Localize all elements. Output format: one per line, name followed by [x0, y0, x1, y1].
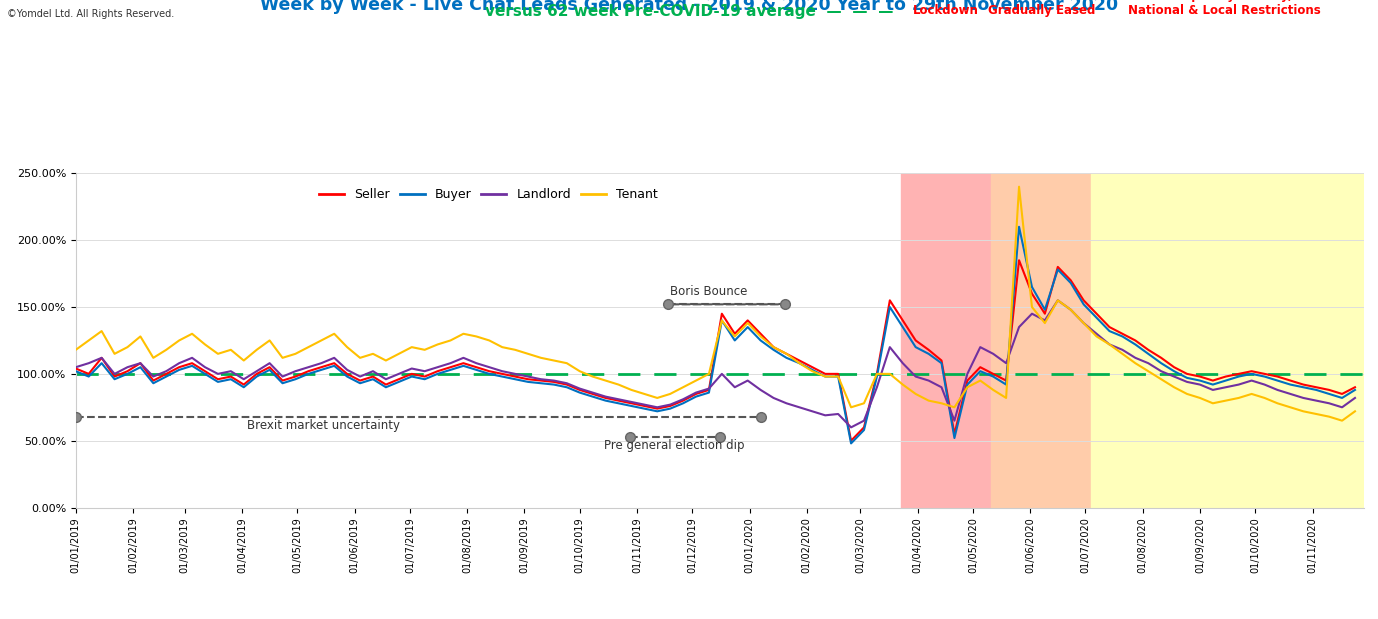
Bar [1091, 173, 1364, 508]
Text: versus 62 week Pre-COVID-19 average  —  —  —: versus 62 week Pre-COVID-19 average — — … [485, 4, 893, 19]
Bar [991, 173, 1091, 508]
Text: Restrictions
Gradually Eased: Restrictions Gradually Eased [988, 0, 1096, 17]
Bar [901, 173, 991, 508]
Legend: Seller, Buyer, Landlord, Tenant: Seller, Buyer, Landlord, Tenant [314, 183, 663, 206]
Text: Full COVID-19
Lockdown: Full COVID-19 Lockdown [900, 0, 991, 17]
Text: ©Yomdel Ltd. All Rights Reserved.: ©Yomdel Ltd. All Rights Reserved. [7, 9, 174, 19]
Text: Stamp Duty Holiday,
National & Local Restrictions: Stamp Duty Holiday, National & Local Res… [1129, 0, 1322, 17]
Text: Week by Week - Live Chat Leads Generated - 2019 & 2020 Year to 29th November 202: Week by Week - Live Chat Leads Generated… [260, 0, 1118, 14]
Text: Boris Bounce: Boris Bounce [670, 285, 748, 298]
Text: Brexit market uncertainty: Brexit market uncertainty [247, 418, 400, 431]
Text: Pre general election dip: Pre general election dip [604, 439, 744, 452]
